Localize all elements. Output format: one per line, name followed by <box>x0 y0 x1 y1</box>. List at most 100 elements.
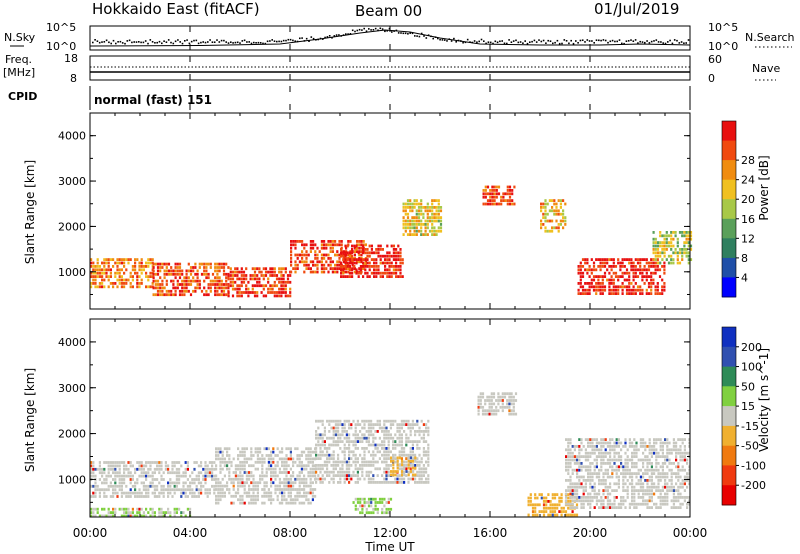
power-cell-r7 <box>557 223 560 226</box>
power-cell-r1 <box>209 262 212 266</box>
power-cell-r2 <box>242 274 246 277</box>
velocity-cell-r7 <box>668 448 671 452</box>
velocity-cell-r1 <box>259 447 262 451</box>
velocity-cell-r2 <box>348 474 351 477</box>
velocity-cell-r1 <box>294 488 297 491</box>
power-cell-r3 <box>303 270 306 274</box>
velocity-cell-r7 <box>646 502 649 506</box>
velocity-cell-r1 <box>219 494 222 498</box>
velocity-cell-r5 <box>484 412 487 416</box>
velocity-cell-r7 <box>655 468 658 472</box>
power-cell-r1 <box>172 286 175 290</box>
velocity-cell-r2 <box>350 440 353 443</box>
velocity-cell-r2 <box>411 426 414 430</box>
power-cell-r2 <box>236 277 239 281</box>
power-cell-r5 <box>406 223 410 226</box>
velocity-cell-r2 <box>389 419 392 423</box>
power-cell-r6 <box>500 202 503 206</box>
velocity-cell-r2 <box>339 481 342 484</box>
velocity-cell-r0 <box>147 461 150 464</box>
power-cell-r5 <box>428 209 432 213</box>
velocity-cell-r3 <box>367 504 371 508</box>
power-cell-r1 <box>178 272 182 276</box>
velocity-cell-r2 <box>361 464 364 467</box>
velocity-cell-r7 <box>609 455 612 458</box>
velocity-cell-r7 <box>622 499 625 503</box>
velocity-cell-r7 <box>681 496 684 499</box>
velocity-cell-r2 <box>418 433 421 437</box>
power-cell-r1 <box>209 266 212 269</box>
velocity-cell-r1 <box>248 494 251 498</box>
velocity-cell-r5 <box>497 399 500 402</box>
power-cell-r0 <box>136 282 139 285</box>
velocity-cell-r7 <box>595 441 598 445</box>
velocity-cell-r1 <box>228 447 231 451</box>
power-cell-r7 <box>557 212 560 216</box>
velocity-cell-r0 <box>140 474 143 478</box>
power-cell-r0 <box>120 275 123 278</box>
power-cell-r5 <box>433 199 436 202</box>
power-cell-r6 <box>491 195 494 199</box>
velocity-cell-r1 <box>215 481 218 485</box>
velocity-cell-r2 <box>363 447 366 450</box>
velocity-cell-r1 <box>215 454 218 457</box>
velocity-cell-r2 <box>354 430 357 433</box>
velocity-cell-r1 <box>294 481 297 485</box>
velocity-cell-r7 <box>582 499 585 503</box>
power-cell-r1 <box>174 272 177 276</box>
velocity-cell-r0 <box>140 471 143 475</box>
velocity-cell-r2 <box>315 419 318 423</box>
power-cell-r7 <box>544 199 547 202</box>
nsky-point <box>609 40 612 43</box>
velocity-cell-r0 <box>136 461 139 464</box>
velocity-cell-r0 <box>171 461 174 464</box>
velocity-cell-r2 <box>352 443 355 447</box>
power-cell-r2 <box>260 270 263 274</box>
velocity-cell-r7 <box>613 468 616 472</box>
velocity-cell-r7 <box>648 506 651 509</box>
velocity-cell-r0 <box>178 461 181 464</box>
velocity-cell-r0 <box>160 488 163 492</box>
power-cell-r2 <box>256 294 259 298</box>
velocity-cell-r2 <box>354 481 357 484</box>
power-cell-r3 <box>329 267 332 270</box>
velocity-cell-r0 <box>213 478 216 481</box>
power-cell-r1 <box>216 272 219 276</box>
power-cell-r9 <box>654 241 657 244</box>
power-cell-r8 <box>641 258 644 261</box>
velocity-cell-r1 <box>300 481 303 485</box>
velocity-cell-r5 <box>490 392 493 396</box>
nsky-point <box>397 32 400 34</box>
power-cell-r1 <box>189 269 193 273</box>
power-cell-r4 <box>399 251 402 255</box>
velocity-cell-r1 <box>281 460 284 464</box>
power-cell-r2 <box>280 280 283 284</box>
power-frame <box>89 112 691 310</box>
velocity-cell-r2 <box>422 433 425 437</box>
power-cell-r8 <box>630 288 633 292</box>
velocity-cell-r2 <box>400 426 403 430</box>
velocity-cell-r1 <box>243 488 246 491</box>
velocity-cell-r4 <box>407 466 410 470</box>
power-cell-r1 <box>176 272 179 276</box>
velocity-cell-r2 <box>343 430 346 433</box>
velocity-cell-r1 <box>298 454 301 457</box>
power-cell-r8 <box>650 292 653 295</box>
velocity-cell-r6 <box>558 510 561 513</box>
power-cell-r0 <box>131 285 134 289</box>
power-cell-r7 <box>551 226 554 230</box>
velocity-cell-r5 <box>510 395 513 399</box>
velocity-cell-r7 <box>611 489 614 492</box>
velocity-cell-r2 <box>387 467 390 471</box>
power-cell-r1 <box>170 272 173 276</box>
velocity-cell-r2 <box>405 440 408 443</box>
velocity-cell-r3 <box>361 507 364 511</box>
power-cell-r9 <box>676 258 679 261</box>
power-cell-r4 <box>392 265 395 268</box>
velocity-cell-r6 <box>549 503 552 507</box>
velocity-cell-r0 <box>92 484 95 488</box>
velocity-cell-r7 <box>609 462 612 465</box>
power-cell-r2 <box>271 287 274 291</box>
velocity-colorbar-label: Velocity [m s^-1] <box>757 348 771 452</box>
